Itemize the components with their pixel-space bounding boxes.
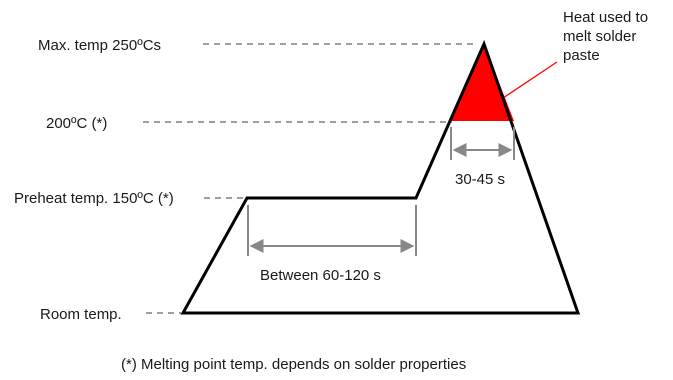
melt-heat-label-line-2: melt solder [563,28,636,45]
max-temp-label: Max. temp 250ºCs [38,37,161,54]
reflow-duration-label: 30-45 s [455,171,505,188]
melt-heat-label-line-1: Heat used to [563,9,648,26]
reflow-temp-label: 200ºC (*) [46,115,107,132]
footnote: (*) Melting point temp. depends on solde… [121,356,466,373]
melt-heat-label-line-3: paste [563,47,600,64]
temperature-profile-outline [180,39,581,315]
melt-heat-callout-line [499,61,558,101]
room-temp-label: Room temp. [40,306,122,323]
preheat-temp-label: Preheat temp. 150ºC (*) [14,190,174,207]
melt-heat-region [450,44,514,121]
preheat-duration-label: Between 60-120 s [260,267,381,284]
